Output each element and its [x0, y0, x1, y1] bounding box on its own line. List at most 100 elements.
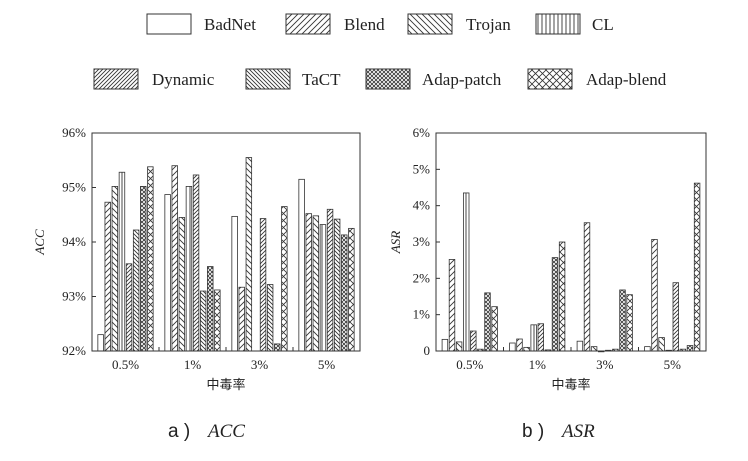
chart-asr-caption-letter: b ) — [522, 421, 544, 442]
chart-acc-xlabel: 中毒率 — [206, 377, 245, 392]
chart-asr-bar-adap-blend-1- — [558, 241, 566, 352]
chart-asr-ytick-label: 3% — [413, 234, 431, 249]
chart-acc-bar-adap-patch-1- — [207, 266, 214, 352]
chart-acc-bar-adap-blend-3- — [281, 206, 288, 352]
legend-label-blend: Blend — [344, 15, 385, 34]
chart-asr-ytick-label: 0 — [424, 343, 431, 358]
chart-acc-bar-tact-1- — [199, 290, 207, 352]
chart-asr-bar-badnet-3- — [576, 340, 584, 352]
legend-swatch-blend — [285, 13, 331, 35]
chart-asr-bar-badnet-1- — [509, 342, 516, 352]
chart-asr-ylabel: ASR — [388, 231, 403, 254]
chart-acc-xtick-label: 0.5% — [112, 357, 139, 372]
legend-swatch-adap-blend — [527, 68, 573, 90]
chart-asr-bar-dynamic-1- — [537, 323, 544, 352]
chart-asr-bar-trojan-3- — [590, 346, 598, 352]
chart-acc-bar-adap-blend-0-5- — [147, 166, 154, 352]
chart-acc-bar-adap-patch-0-5- — [140, 186, 147, 352]
chart-asr-bar-adap-patch-1- — [551, 257, 559, 352]
chart-asr-bar-trojan-5- — [658, 337, 665, 352]
chart-asr-bars — [441, 182, 701, 353]
chart-asr-ticks: 0 1% 2% 3% 4% 5% 6% 0.5% 1% 3% 5% — [413, 125, 681, 372]
chart-acc-bar-dynamic-3- — [259, 218, 267, 352]
chart-acc-ticks: 92% 93% 94% 95% 96% 0.5% 1% 3% 5% — [62, 125, 335, 372]
legend-swatch-trojan — [407, 13, 453, 35]
chart-asr-bar-adap-blend-5- — [693, 182, 701, 352]
legend-label-tact: TaCT — [302, 70, 341, 89]
chart-asr-bar-trojan-1- — [523, 346, 530, 352]
chart-asr-bar-cl-0-5- — [462, 192, 470, 352]
chart-asr-ytick-label: 1% — [413, 307, 431, 322]
chart-asr-xtick-label: 3% — [596, 357, 614, 372]
chart-asr-bar-blend-5- — [651, 239, 658, 352]
chart-asr-caption-text: ASR — [560, 421, 595, 442]
chart-asr-bar-adap-blend-0-5- — [491, 306, 498, 352]
chart-asr: 0 1% 2% 3% 4% 5% 6% 0.5% 1% 3% 5% ASR 中毒率 b ) ASR — [388, 125, 707, 442]
chart-acc-bar-dynamic-5- — [326, 208, 334, 352]
legend-swatch-dynamic — [93, 68, 139, 90]
legend-label-badnet: BadNet — [204, 15, 256, 34]
legend: BadNet Blend Trojan CL Dynamic TaCT Adap… — [93, 13, 667, 90]
chart-asr-bar-adap-blend-3- — [626, 294, 633, 352]
chart-acc-bar-badnet-3- — [231, 215, 238, 352]
legend-label-cl: CL — [592, 15, 614, 34]
chart-asr-bar-blend-0-5- — [448, 259, 456, 352]
chart-asr-bar-badnet-5- — [644, 346, 651, 352]
chart-acc-bar-badnet-5- — [298, 178, 305, 352]
chart-acc-bar-dynamic-1- — [192, 174, 200, 352]
chart-asr-bar-dynamic-0-5- — [470, 330, 477, 352]
chart-asr-xtick-label: 0.5% — [456, 357, 483, 372]
legend-label-adap-blend: Adap-blend — [586, 70, 667, 89]
chart-asr-plot-frame — [435, 132, 707, 352]
chart-acc-bar-blend-3- — [238, 286, 245, 352]
chart-acc-bar-trojan-5- — [312, 215, 320, 352]
chart-acc-xtick-label: 5% — [318, 357, 336, 372]
chart-acc-xtick-label: 3% — [251, 357, 269, 372]
chart-asr-ytick-label: 6% — [413, 125, 431, 140]
chart-asr-bar-trojan-0-5- — [455, 341, 463, 352]
chart-acc-bar-blend-0-5- — [104, 201, 111, 352]
chart-acc-bar-cl-0-5- — [118, 171, 126, 352]
chart-acc-bar-dynamic-0-5- — [125, 263, 133, 352]
legend-label-trojan: Trojan — [466, 15, 511, 34]
chart-asr-ytick-label: 2% — [413, 270, 431, 285]
chart-acc-bar-tact-5- — [333, 218, 341, 352]
chart-asr-xlabel: 中毒率 — [551, 377, 590, 392]
chart-acc-ytick-label: 93% — [62, 289, 86, 304]
chart-acc: 92% 93% 94% 95% 96% 0.5% 1% 3% 5% ACC 中毒率 a ) AC… — [32, 125, 361, 442]
chart-asr-bar-adap-patch-0-5- — [484, 292, 491, 352]
legend-label-dynamic: Dynamic — [152, 70, 215, 89]
chart-acc-xtick-label: 1% — [184, 357, 202, 372]
chart-acc-bar-blend-1- — [171, 165, 178, 352]
chart-asr-ytick-label: 5% — [413, 161, 431, 176]
chart-acc-ytick-label: 94% — [62, 234, 86, 249]
chart-acc-bar-cl-5- — [319, 224, 327, 352]
chart-acc-bar-adap-blend-5- — [348, 227, 355, 352]
chart-acc-bar-badnet-1- — [164, 194, 171, 352]
chart-acc-bar-adap-patch-5- — [341, 234, 348, 352]
legend-label-adap-patch: Adap-patch — [422, 70, 502, 89]
chart-acc-bar-adap-patch-3- — [274, 343, 281, 352]
chart-asr-bar-cl-1- — [530, 324, 537, 352]
legend-swatch-badnet — [146, 13, 192, 35]
chart-acc-bar-badnet-0-5- — [97, 334, 104, 352]
chart-acc-caption-text: ACC — [206, 421, 245, 442]
chart-acc-bar-tact-0-5- — [132, 229, 140, 352]
legend-swatch-tact — [245, 68, 291, 90]
chart-asr-ytick-label: 4% — [413, 198, 431, 213]
chart-acc-bar-tact-3- — [266, 284, 274, 352]
chart-acc-bar-cl-1- — [185, 186, 193, 352]
chart-acc-caption-letter: a ) — [168, 421, 190, 442]
chart-asr-bar-adap-patch-5- — [686, 345, 694, 352]
chart-acc-bar-blend-5- — [305, 213, 312, 352]
chart-acc-ytick-label: 95% — [62, 180, 86, 195]
chart-acc-ylabel: ACC — [32, 229, 47, 256]
chart-acc-bar-trojan-3- — [245, 157, 253, 352]
chart-asr-bar-blend-3- — [583, 222, 591, 352]
chart-asr-bar-blend-1- — [516, 338, 523, 352]
chart-acc-ytick-label: 96% — [62, 125, 86, 140]
legend-swatch-cl — [535, 13, 581, 35]
chart-asr-bar-dynamic-5- — [672, 282, 679, 352]
chart-asr-bar-badnet-0-5- — [441, 338, 449, 352]
